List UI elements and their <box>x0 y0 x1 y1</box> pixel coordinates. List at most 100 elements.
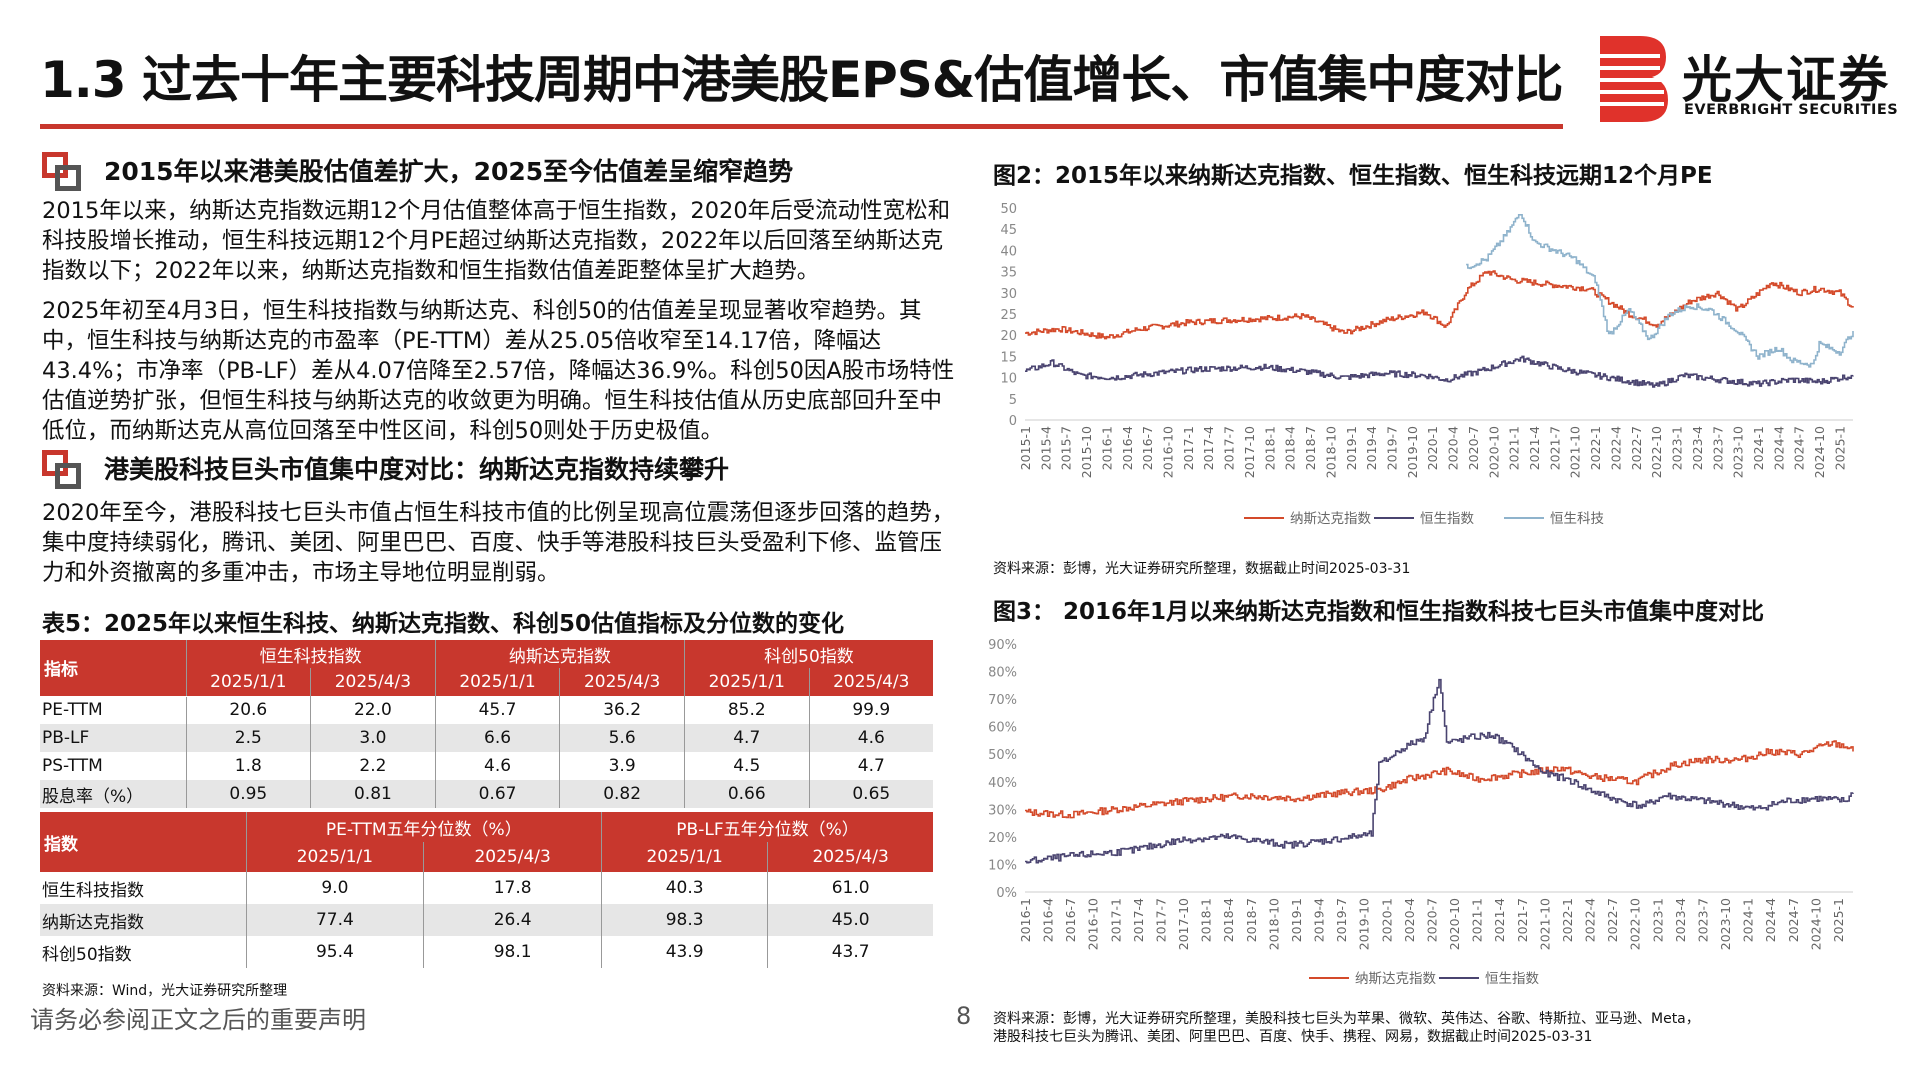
x-tick-label: 2025-1 <box>1832 426 1847 470</box>
table-cell: 2.2 <box>310 752 436 780</box>
table-cell: 4.6 <box>809 724 933 752</box>
series-line <box>1025 740 1854 819</box>
logo-text-cn: 光大证券 <box>1682 51 1890 109</box>
table-date-header: 2025/1/1 <box>435 668 561 696</box>
x-tick-label: 2018-7 <box>1303 426 1318 470</box>
y-tick-label: 20 <box>1000 329 1017 344</box>
y-tick-label: 5 <box>1009 393 1017 408</box>
x-tick-label: 2020-10 <box>1447 898 1462 950</box>
table-cell: 0.95 <box>186 780 312 808</box>
x-tick-label: 2018-7 <box>1244 898 1259 942</box>
table-date-header: 2025/4/3 <box>423 842 603 872</box>
x-tick-label: 2017-1 <box>1108 898 1123 942</box>
table-row-label: 股息率（%） <box>40 780 187 808</box>
x-tick-label: 2018-10 <box>1323 426 1338 478</box>
legend-label: 纳斯达克指数 <box>1290 511 1371 527</box>
table-row-label: PE-TTM <box>40 696 187 724</box>
x-tick-label: 2020-1 <box>1379 898 1394 942</box>
x-tick-label: 2024-4 <box>1763 898 1778 942</box>
disclaimer-note: 请务必参阅正文之后的重要声明 <box>30 1006 366 1034</box>
x-tick-label: 2020-7 <box>1424 898 1439 942</box>
x-tick-label: 2020-4 <box>1402 898 1417 942</box>
table-cell: 36.2 <box>559 696 685 724</box>
table-cell: 40.3 <box>601 872 769 904</box>
table-row-label: 恒生科技指数 <box>40 872 247 904</box>
x-tick-label: 2018-1 <box>1199 898 1214 942</box>
table-cell: 4.7 <box>684 724 810 752</box>
series-line <box>1025 678 1854 864</box>
x-tick-label: 2017-7 <box>1222 426 1237 470</box>
series-line <box>1466 214 1854 368</box>
y-tick-label: 0 <box>1009 414 1017 429</box>
logo-mark-icon <box>1600 36 1668 122</box>
y-tick-label: 30% <box>988 803 1017 818</box>
valuation-table: 指标 恒生科技指数 纳斯达克指数 科创50指数 2025/1/1 2025/4/… <box>40 640 933 808</box>
x-tick-label: 2016-4 <box>1041 898 1056 942</box>
x-tick-label: 2021-10 <box>1537 898 1552 950</box>
x-tick-label: 2022-10 <box>1628 898 1643 950</box>
x-tick-label: 2023-10 <box>1731 426 1746 478</box>
figure-2-source: 资料来源：彭博，光大证券研究所整理，数据截止时间2025-03-31 <box>993 561 1411 577</box>
y-tick-label: 25 <box>1000 308 1017 323</box>
table-cell: 4.7 <box>857 756 885 776</box>
x-tick-label: 2023-4 <box>1673 898 1688 942</box>
y-tick-label: 20% <box>988 831 1017 846</box>
x-tick-label: 2017-7 <box>1153 898 1168 942</box>
x-tick-label: 2021-4 <box>1527 426 1542 470</box>
x-tick-label: 2018-4 <box>1283 426 1298 470</box>
x-tick-label: 2019-1 <box>1289 898 1304 942</box>
table-cell: 43.9 <box>601 936 769 968</box>
table-group-header: 纳斯达克指数 <box>435 640 685 668</box>
table-cell: 95.4 <box>246 936 425 968</box>
series-line <box>1025 270 1854 340</box>
table-date-header: 2025/1/1 <box>246 842 425 872</box>
table-row: PE-TTM 20.6 22.0 45.7 36.2 85.2 99.9 <box>40 696 933 724</box>
y-tick-label: 80% <box>988 666 1017 681</box>
x-tick-label: 2019-1 <box>1344 426 1359 470</box>
table-cell: 45.7 <box>435 696 561 724</box>
logo: 光大证券 EVERBRIGHT SECURITIES <box>1600 36 1900 126</box>
table-row: 股息率（%） 0.95 0.81 0.67 0.82 0.66 0.65 <box>40 780 933 808</box>
table-cell: 3.0 <box>310 724 436 752</box>
x-tick-label: 2023-1 <box>1650 898 1665 942</box>
paragraph: 2015年以来，纳斯达克指数远期12个月估值整体高于恒生指数，2020年后受流动… <box>42 198 951 284</box>
y-tick-label: 10% <box>988 858 1017 873</box>
x-tick-label: 2017-10 <box>1242 426 1257 478</box>
x-tick-label: 2024-1 <box>1751 426 1766 470</box>
x-tick-label: 2024-7 <box>1792 426 1807 470</box>
x-tick-label: 2019-7 <box>1384 426 1399 470</box>
paragraph: 2020年至今，港股科技七巨头市值占恒生科技市值的比例呈现高位震荡但逐步回落的趋… <box>42 500 955 586</box>
percentile-table: 指数 PE-TTM五年分位数（%） PB-LF五年分位数（%） 2025/1/1… <box>40 812 933 968</box>
x-tick-label: 2021-1 <box>1470 898 1485 942</box>
table-cell: 2.5 <box>186 724 312 752</box>
table-date-header: 2025/4/3 <box>809 668 933 696</box>
figure-2-title: 图2：2015年以来纳斯达克指数、恒生指数、恒生科技远期12个月PE <box>993 163 1713 189</box>
x-tick-label: 2019-4 <box>1364 426 1379 470</box>
x-tick-label: 2016-1 <box>1018 898 1033 942</box>
x-tick-label: 2019-10 <box>1405 426 1420 478</box>
y-tick-label: 35 <box>1000 266 1017 281</box>
table-cell: 4.6 <box>435 752 561 780</box>
x-tick-label: 2019-10 <box>1357 898 1372 950</box>
table-corner: 指标 <box>40 640 187 697</box>
x-tick-label: 2024-10 <box>1808 898 1823 950</box>
x-tick-label: 2024-10 <box>1812 426 1827 478</box>
legend-label: 恒生指数 <box>1485 971 1539 987</box>
x-tick-label: 2015-7 <box>1059 426 1074 470</box>
table-row-label: 科创50指数 <box>40 936 247 968</box>
legend-label: 恒生指数 <box>1420 511 1474 527</box>
x-tick-label: 2024-4 <box>1771 426 1786 470</box>
x-tick-label: 2020-7 <box>1466 426 1481 470</box>
table-corner: 指数 <box>40 812 247 872</box>
table-row: PB-LF 2.5 3.0 6.6 5.6 4.7 4.6 <box>40 724 933 752</box>
y-tick-label: 90% <box>988 638 1017 653</box>
table-title: 表5：2025年以来恒生科技、纳斯达克指数、科创50估值指标及分位数的变化 <box>42 611 845 637</box>
x-tick-label: 2018-10 <box>1266 898 1281 950</box>
y-tick-label: 40 <box>1000 244 1017 259</box>
x-tick-label: 2022-10 <box>1649 426 1664 478</box>
figure-3-source-line-2: 港股科技七巨头为腾讯、美团、阿里巴巴、百度、快手、携程、网易，数据截止时间202… <box>993 1029 1593 1045</box>
x-tick-label: 2022-1 <box>1588 426 1603 470</box>
section-bullet-icon <box>42 152 86 192</box>
table-cell: 4.5 <box>684 752 810 780</box>
x-tick-label: 2022-7 <box>1605 898 1620 942</box>
